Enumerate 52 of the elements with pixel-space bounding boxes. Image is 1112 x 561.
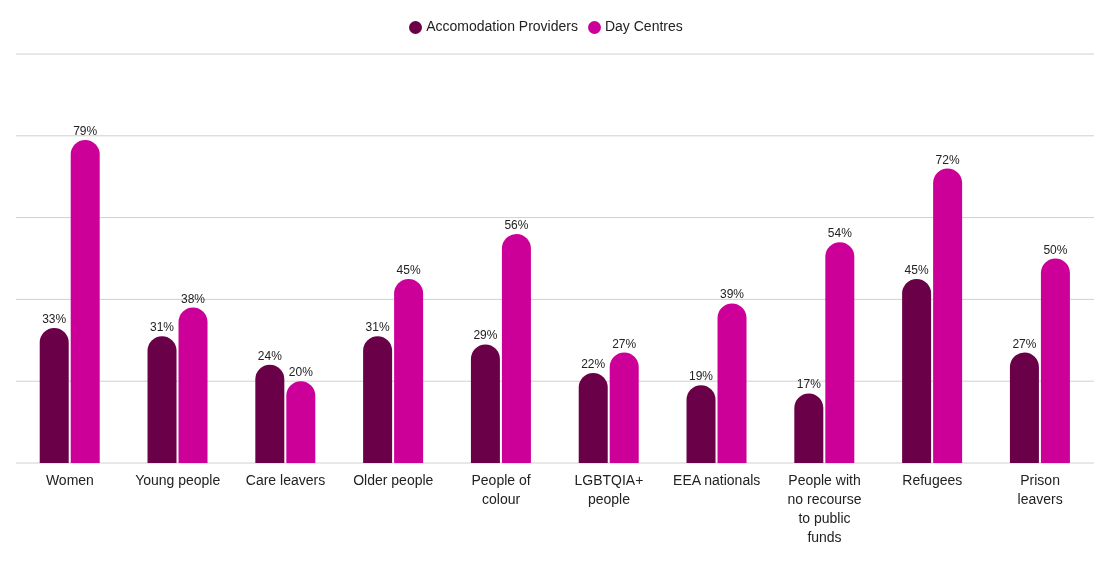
data-label: 29%	[473, 328, 498, 343]
bar	[178, 307, 208, 463]
x-tick-label: Young people	[135, 472, 221, 488]
x-tick-label: LGBTQIA+ people	[574, 472, 644, 507]
bar	[70, 139, 100, 463]
x-tick-label: Refugees	[902, 472, 963, 488]
data-label: 72%	[935, 152, 960, 167]
x-tick-label: Prison leavers	[1017, 472, 1063, 507]
x-tick-label: Care leavers	[245, 472, 326, 488]
x-tick-label: People with no recourse to public funds	[787, 472, 862, 545]
data-label: 33%	[42, 312, 67, 327]
data-label: 22%	[581, 357, 606, 372]
bar	[609, 352, 639, 463]
bar	[255, 364, 285, 463]
bar	[578, 373, 608, 463]
x-tick-label: People of colour	[471, 472, 531, 507]
bar	[147, 336, 177, 463]
legend-label: Day Centres	[604, 18, 683, 34]
bar	[794, 393, 824, 463]
bar	[470, 344, 500, 463]
data-label: 45%	[904, 262, 929, 277]
data-label: 19%	[689, 369, 714, 384]
bar	[39, 328, 69, 463]
bar	[1009, 352, 1039, 463]
bar	[363, 336, 393, 463]
bar	[394, 278, 424, 463]
legend-label: Accomodation Providers	[426, 18, 578, 34]
data-label: 39%	[720, 287, 745, 302]
data-label: 31%	[365, 320, 390, 335]
x-tick-label: Older people	[353, 472, 434, 488]
bar	[1040, 258, 1070, 463]
data-label: 24%	[257, 348, 283, 363]
bar	[933, 168, 963, 463]
bar	[686, 385, 716, 463]
bar	[902, 278, 932, 463]
bar	[501, 233, 531, 463]
x-tick-label: EEA nationals	[673, 472, 761, 488]
data-label: 17%	[796, 377, 822, 392]
bar	[717, 303, 747, 463]
bar	[286, 381, 316, 463]
data-label: 50%	[1043, 242, 1068, 257]
x-tick-label: Women	[45, 472, 94, 488]
data-label: 54%	[827, 226, 853, 241]
data-label: 31%	[150, 320, 175, 335]
data-label: 45%	[396, 262, 421, 277]
data-label: 27%	[1012, 336, 1037, 351]
data-label: 27%	[612, 336, 637, 351]
bar	[825, 242, 855, 463]
data-label: 79%	[73, 123, 98, 138]
data-label: 56%	[504, 217, 529, 232]
data-label: 20%	[288, 365, 314, 380]
data-label: 38%	[181, 291, 206, 306]
